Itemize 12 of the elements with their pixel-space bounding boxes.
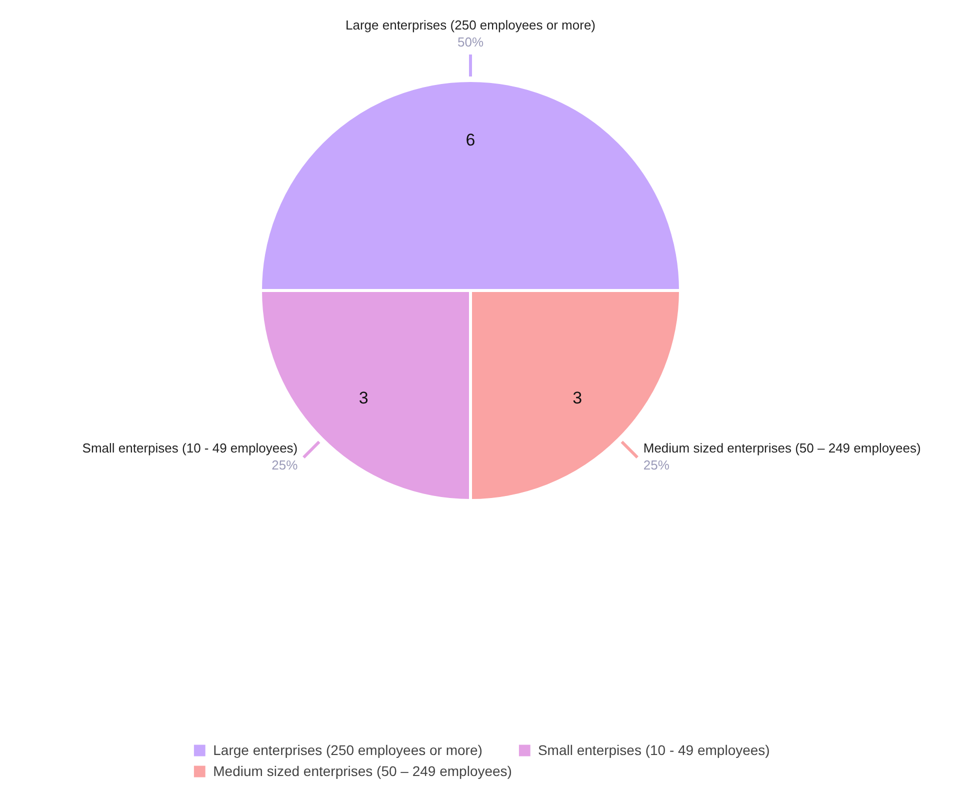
slice-label: Small enterpises (10 - 49 employees)	[82, 440, 298, 456]
text: 25%	[643, 457, 670, 472]
legend-label: Medium sized enterprises (50 – 249 employees)	[213, 763, 512, 779]
slice-label: Large enterprises (250 employees or more)	[345, 18, 596, 32]
data-label: 3	[358, 388, 368, 408]
data-label: 6	[466, 130, 476, 150]
text: 25%	[272, 457, 298, 472]
legend-label: Large enterprises (250 employees or more)	[213, 742, 482, 758]
slice-label: Medium sized enterprises (50 – 249 employees)	[643, 440, 921, 456]
legend-label: Small enterpises (10 - 49 employees)	[538, 742, 770, 758]
text: 50%	[457, 34, 484, 50]
data-label: 3	[572, 388, 582, 408]
